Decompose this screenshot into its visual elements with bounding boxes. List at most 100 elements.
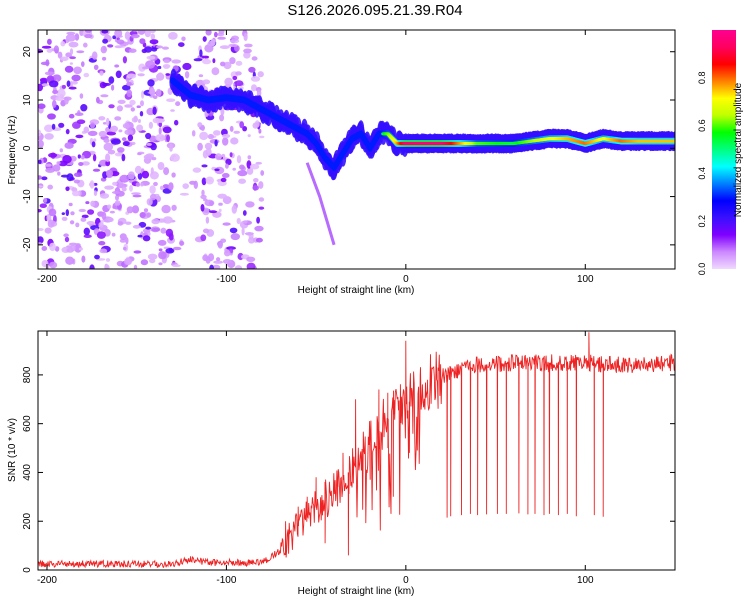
- spectrogram-blob: [218, 202, 223, 206]
- spectrogram-blob: [100, 219, 105, 223]
- spectrogram-blob: [152, 106, 157, 116]
- spectrogram-blob: [98, 241, 106, 246]
- spectrogram-blob: [256, 89, 262, 97]
- spectrogram-blob: [124, 129, 134, 136]
- spectrogram-blob: [139, 111, 144, 117]
- spectrogram-blob: [133, 264, 138, 269]
- spectrogram-blob: [147, 253, 158, 260]
- spectrogram-blob: [68, 242, 78, 246]
- spectrogram-blob: [41, 45, 52, 49]
- spectrogram-blob: [236, 217, 241, 225]
- spectrogram-blob: [98, 116, 106, 121]
- spectrogram-blob: [114, 200, 121, 206]
- spectrogram-blob: [129, 99, 136, 106]
- spectrogram-blob: [214, 139, 218, 147]
- spectrogram-blob: [222, 222, 231, 226]
- spectrogram-blob: [83, 42, 88, 48]
- spectrogram-blob: [69, 48, 74, 55]
- spectrogram-blob: [66, 173, 74, 182]
- spectrogram-blob: [116, 39, 125, 45]
- spectrogram-blob: [140, 100, 144, 107]
- spectrogram-blob: [127, 134, 134, 142]
- spectrogram-blob: [220, 61, 226, 67]
- spectrogram-blob: [65, 33, 76, 42]
- spectrogram-blob: [201, 164, 208, 168]
- spectrogram-blob: [63, 233, 69, 238]
- snr-background: [38, 331, 675, 570]
- spectrogram-blob: [111, 84, 115, 91]
- spectrogram-blob: [171, 59, 181, 64]
- spectrogram-blob: [41, 246, 48, 251]
- spectrogram-blob: [256, 216, 260, 224]
- spectrogram-blob: [99, 70, 104, 76]
- spectrogram-blob: [55, 96, 64, 101]
- spectrogram-blob: [151, 47, 158, 52]
- spectrogram-blob: [68, 202, 73, 207]
- spectrogram-blob: [145, 132, 152, 140]
- colorbar-tick-label: 0.4: [697, 167, 707, 180]
- spectrogram-blob: [207, 40, 215, 47]
- spectrogram-blob: [116, 105, 123, 112]
- spectrogram-blob: [200, 204, 205, 212]
- spectrogram-blob: [75, 134, 84, 139]
- spectrogram-blob: [155, 118, 166, 123]
- spectrogram-blob: [140, 182, 144, 187]
- spectrogram-blob: [146, 55, 156, 60]
- spectrogram-blob: [104, 264, 110, 269]
- spectrogram-blob: [199, 49, 203, 57]
- spectrogram-blob: [254, 225, 264, 232]
- spectrogram-blob: [130, 107, 135, 112]
- spectrogram-blob: [74, 123, 81, 129]
- spectrogram-blob: [160, 227, 167, 234]
- spectrogram-blob: [119, 233, 127, 241]
- spectrogram-blob: [214, 31, 218, 38]
- snr-ytick-label: 0: [22, 567, 33, 573]
- spectrogram-blob: [239, 164, 245, 170]
- spectrogram-blob: [146, 142, 152, 146]
- spectrogram-blob: [79, 93, 84, 99]
- spectrogram-blob: [139, 212, 146, 218]
- spectrogram-blob: [89, 264, 95, 269]
- spectrogram-blob: [247, 134, 251, 138]
- spectrogram-blob: [89, 180, 95, 189]
- spectrogram-blob: [93, 64, 99, 71]
- spectrogram-blob: [229, 152, 233, 158]
- spectrogram-blob: [121, 137, 127, 142]
- spectrogram-blob: [166, 98, 176, 102]
- spectrogram-blob: [198, 74, 204, 78]
- spectrogram-blob: [172, 246, 182, 251]
- spectrogram-blob: [191, 130, 196, 137]
- spectrogram-blob: [101, 211, 107, 220]
- snr-xtick-label: -100: [216, 575, 236, 586]
- spectrogram-blob: [146, 198, 153, 206]
- spectrogram-blob: [201, 177, 207, 186]
- spectrogram-blob: [77, 154, 81, 159]
- spectrogram-blob: [38, 175, 43, 180]
- spectrogram-blob: [202, 228, 210, 234]
- spectrogram-blob: [149, 87, 156, 96]
- spectrogram-blob: [60, 56, 69, 62]
- spectrogram-blob: [141, 90, 145, 99]
- spectrogram-blob: [179, 240, 185, 246]
- spectrogram-blob: [172, 264, 181, 268]
- spectrogram-blob: [255, 237, 263, 243]
- spectrogram-blob: [184, 71, 190, 79]
- spectrogram-blob: [91, 51, 98, 60]
- spectrogram-blob: [74, 33, 80, 41]
- spectrogram-blob: [38, 236, 44, 244]
- spectrogram-blob: [233, 130, 240, 134]
- spectrogram-blob: [91, 141, 96, 148]
- spectrogram-blob: [126, 73, 137, 79]
- snr-ticks: -200 -100 0 100 0 200 400 600 800: [22, 331, 675, 586]
- spectrogram-blob: [65, 128, 70, 135]
- spectrogram-blob: [199, 131, 209, 141]
- spectrogram-blob: [231, 205, 237, 214]
- spectrogram-blob: [201, 55, 210, 59]
- spectrogram-blob: [149, 185, 156, 194]
- spectrogram-blob: [52, 74, 62, 82]
- spectrogram-blob: [257, 71, 264, 78]
- spectrogram-blob: [243, 51, 251, 59]
- spectrogram-blob: [243, 48, 252, 54]
- spectrogram-xlabel: Height of straight line (km): [298, 285, 415, 296]
